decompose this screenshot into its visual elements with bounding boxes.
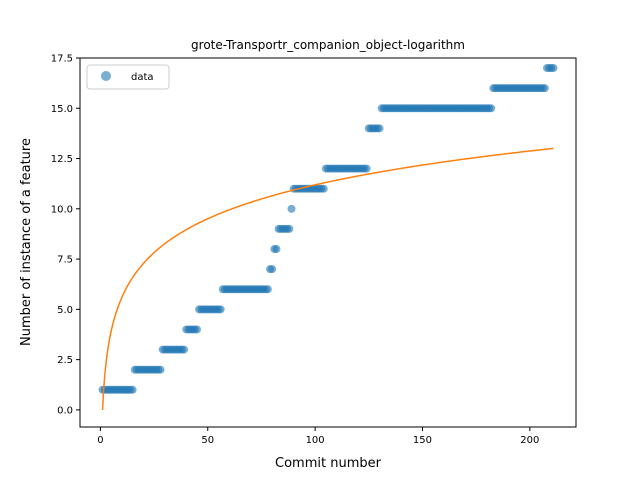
data-point	[319, 184, 328, 193]
data-point	[268, 265, 277, 274]
y-tick-label: 5.0	[57, 305, 73, 316]
x-tick-label: 0	[97, 435, 103, 446]
legend-label-data: data	[131, 72, 154, 83]
x-tick-label: 50	[201, 435, 214, 446]
data-point	[263, 285, 272, 294]
data-point	[287, 204, 296, 213]
axes-frame	[79, 57, 577, 428]
data-point	[128, 385, 137, 394]
data-point	[193, 325, 202, 334]
x-tick-label: 200	[520, 435, 539, 446]
y-tick-label: 15.0	[51, 104, 73, 115]
chart-title: grote-Transportr_companion_object-logari…	[191, 38, 465, 52]
y-axis: 0.0 2.5 5.0 7.5 10.0 12.5 15.0 17.5	[51, 54, 80, 416]
fit-line	[101, 147, 554, 410]
data-point	[375, 124, 384, 133]
x-tick-label: 150	[413, 435, 432, 446]
plot-area	[98, 64, 558, 410]
data-point	[180, 345, 189, 354]
data-point	[272, 245, 281, 254]
data-point	[216, 305, 225, 314]
y-tick-label: 10.0	[51, 204, 73, 215]
legend-marker-data	[101, 71, 111, 81]
x-tick-label: 100	[306, 435, 325, 446]
data-point	[540, 84, 549, 93]
data-point	[487, 104, 496, 113]
data-point	[362, 164, 371, 173]
y-axis-label: Number of instance of a feature	[19, 138, 34, 346]
y-tick-label: 0.0	[57, 405, 73, 416]
legend: data	[86, 64, 170, 90]
data-point	[285, 224, 294, 233]
y-tick-label: 12.5	[51, 154, 73, 165]
legend-box	[86, 64, 170, 90]
x-axis-label: Commit number	[275, 456, 382, 471]
data-point	[156, 365, 165, 374]
y-tick-label: 7.5	[57, 255, 73, 266]
x-axis: 0 50 100 150 200	[97, 427, 539, 446]
y-tick-label: 2.5	[57, 355, 73, 366]
data-point	[549, 64, 558, 73]
y-tick-label: 17.5	[51, 54, 73, 65]
